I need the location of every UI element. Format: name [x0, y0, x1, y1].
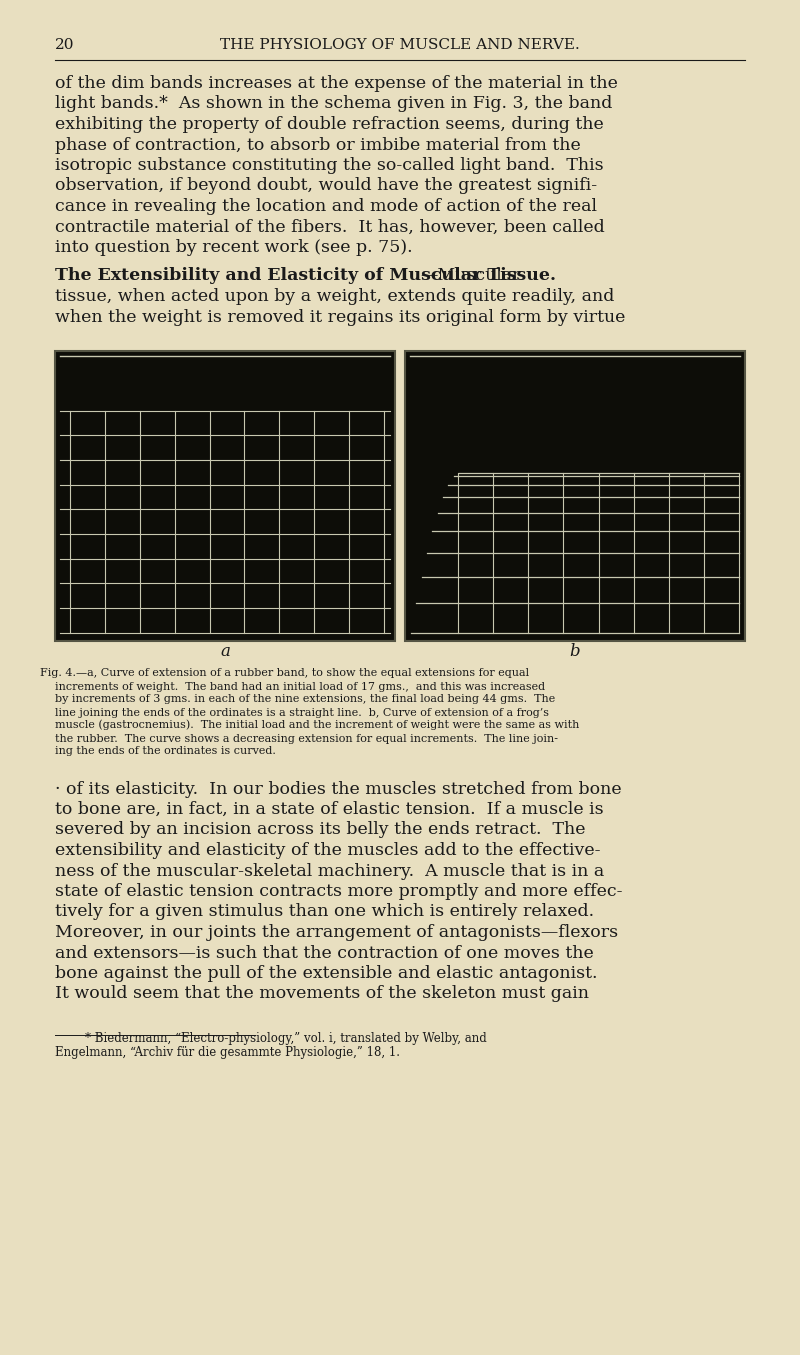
- Text: —Muscular: —Muscular: [420, 267, 521, 285]
- Text: THE PHYSIOLOGY OF MUSCLE AND NERVE.: THE PHYSIOLOGY OF MUSCLE AND NERVE.: [220, 38, 580, 51]
- Text: contractile material of the fibers.  It has, however, been called: contractile material of the fibers. It h…: [55, 218, 605, 236]
- Text: a: a: [220, 644, 230, 660]
- Text: It would seem that the movements of the skeleton must gain: It would seem that the movements of the …: [55, 985, 589, 1003]
- Text: ing the ends of the ordinates is curved.: ing the ends of the ordinates is curved.: [55, 747, 276, 756]
- Text: muscle (gastrocnemius).  The initial load and the increment of weight were the s: muscle (gastrocnemius). The initial load…: [55, 720, 579, 730]
- Text: phase of contraction, to absorb or imbibe material from the: phase of contraction, to absorb or imbib…: [55, 137, 581, 153]
- Text: of the dim bands increases at the expense of the material in the: of the dim bands increases at the expens…: [55, 75, 618, 92]
- Bar: [55, 351, 395, 641]
- Text: Moreover, in our joints the arrangement of antagonists—flexors: Moreover, in our joints the arrangement …: [55, 924, 618, 940]
- Text: * Biedermann, “Electro-physiology,” vol. i, translated by Welby, and: * Biedermann, “Electro-physiology,” vol.…: [85, 1033, 486, 1045]
- Text: line joining the ends of the ordinates is a straight line.  b, Curve of extensio: line joining the ends of the ordinates i…: [55, 707, 549, 718]
- Text: extensibility and elasticity of the muscles add to the effective-: extensibility and elasticity of the musc…: [55, 841, 601, 859]
- Text: the rubber.  The curve shows a decreasing extension for equal increments.  The l: the rubber. The curve shows a decreasing…: [55, 733, 558, 744]
- Text: light bands.*  As shown in the schema given in Fig. 3, the band: light bands.* As shown in the schema giv…: [55, 95, 612, 112]
- Text: to bone are, in fact, in a state of elastic tension.  If a muscle is: to bone are, in fact, in a state of elas…: [55, 801, 604, 818]
- Text: state of elastic tension contracts more promptly and more effec-: state of elastic tension contracts more …: [55, 883, 622, 900]
- Text: tively for a given stimulus than one which is entirely relaxed.: tively for a given stimulus than one whi…: [55, 904, 594, 920]
- Text: exhibiting the property of double refraction seems, during the: exhibiting the property of double refrac…: [55, 117, 604, 133]
- Text: 20: 20: [55, 38, 74, 51]
- Text: by increments of 3 gms. in each of the nine extensions, the final load being 44 : by increments of 3 gms. in each of the n…: [55, 695, 555, 705]
- Text: · of its elasticity.  In our bodies the muscles stretched from bone: · of its elasticity. In our bodies the m…: [55, 780, 622, 798]
- Text: observation, if beyond doubt, would have the greatest signifi-: observation, if beyond doubt, would have…: [55, 178, 597, 195]
- Text: tissue, when acted upon by a weight, extends quite readily, and: tissue, when acted upon by a weight, ext…: [55, 289, 614, 305]
- Text: and extensors—is such that the contraction of one moves the: and extensors—is such that the contracti…: [55, 944, 594, 962]
- Text: isotropic substance constituting the so-called light band.  This: isotropic substance constituting the so-…: [55, 157, 604, 173]
- Text: into question by recent work (see p. 75).: into question by recent work (see p. 75)…: [55, 238, 413, 256]
- Text: increments of weight.  The band had an initial load of 17 gms.,  and this was in: increments of weight. The band had an in…: [55, 682, 545, 691]
- Text: severed by an incision across its belly the ends retract.  The: severed by an incision across its belly …: [55, 821, 586, 839]
- Text: ness of the muscular-skeletal machinery.  A muscle that is in a: ness of the muscular-skeletal machinery.…: [55, 863, 604, 879]
- Text: b: b: [570, 644, 580, 660]
- Text: The Extensibility and Elasticity of Muscular Tissue.: The Extensibility and Elasticity of Musc…: [55, 267, 556, 285]
- Text: Engelmann, “Archiv für die gesammte Physiologie,” 18, 1.: Engelmann, “Archiv für die gesammte Phys…: [55, 1046, 400, 1060]
- Text: cance in revealing the location and mode of action of the real: cance in revealing the location and mode…: [55, 198, 597, 215]
- Text: bone against the pull of the extensible and elastic antagonist.: bone against the pull of the extensible …: [55, 965, 598, 982]
- Bar: [405, 351, 745, 641]
- Text: when the weight is removed it regains its original form by virtue: when the weight is removed it regains it…: [55, 309, 626, 325]
- Text: Fig. 4.—a, Curve of extension of a rubber band, to show the equal extensions for: Fig. 4.—a, Curve of extension of a rubbe…: [40, 668, 529, 679]
